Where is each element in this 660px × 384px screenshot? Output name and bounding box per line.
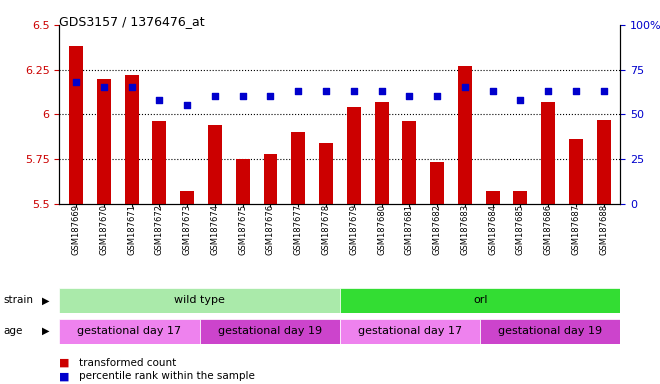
Text: GSM187681: GSM187681 <box>405 204 414 255</box>
Point <box>348 88 359 94</box>
Bar <box>199 319 340 344</box>
Bar <box>480 319 620 344</box>
Text: GSM187676: GSM187676 <box>266 204 275 255</box>
Text: strain: strain <box>3 295 33 306</box>
Point <box>487 88 498 94</box>
Text: GSM187678: GSM187678 <box>321 204 331 255</box>
Bar <box>152 121 166 204</box>
Point <box>376 88 387 94</box>
Text: GSM187672: GSM187672 <box>155 204 164 255</box>
Bar <box>340 288 620 313</box>
Bar <box>69 46 83 204</box>
Text: GSM187673: GSM187673 <box>183 204 191 255</box>
Point <box>432 93 442 99</box>
Point <box>71 79 81 85</box>
Point <box>210 93 220 99</box>
Point <box>293 88 304 94</box>
Point <box>238 93 248 99</box>
Bar <box>347 107 361 204</box>
Text: GDS3157 / 1376476_at: GDS3157 / 1376476_at <box>59 15 205 28</box>
Bar <box>430 162 444 204</box>
Bar <box>458 66 472 204</box>
Bar <box>486 191 500 204</box>
Bar <box>125 75 139 204</box>
Text: gestational day 17: gestational day 17 <box>77 326 182 336</box>
Bar <box>319 143 333 204</box>
Bar <box>180 191 194 204</box>
Bar <box>541 102 555 204</box>
Text: GSM187679: GSM187679 <box>349 204 358 255</box>
Bar <box>340 319 480 344</box>
Text: ▶: ▶ <box>42 326 49 336</box>
Text: GSM187684: GSM187684 <box>488 204 497 255</box>
Bar <box>403 121 416 204</box>
Text: ■: ■ <box>59 358 70 368</box>
Text: transformed count: transformed count <box>79 358 176 368</box>
Bar <box>59 288 340 313</box>
Text: GSM187683: GSM187683 <box>461 204 469 255</box>
Text: age: age <box>3 326 22 336</box>
Text: orl: orl <box>473 295 487 306</box>
Text: ■: ■ <box>59 371 70 381</box>
Bar <box>375 102 389 204</box>
Point <box>182 102 193 108</box>
Bar <box>569 139 583 204</box>
Point <box>154 97 164 103</box>
Text: GSM187671: GSM187671 <box>127 204 136 255</box>
Text: GSM187674: GSM187674 <box>211 204 219 255</box>
Text: percentile rank within the sample: percentile rank within the sample <box>79 371 255 381</box>
Text: GSM187677: GSM187677 <box>294 204 303 255</box>
Text: GSM187685: GSM187685 <box>516 204 525 255</box>
Point <box>515 97 526 103</box>
Bar <box>291 132 305 204</box>
Point <box>599 88 609 94</box>
Point <box>265 93 276 99</box>
Text: GSM187686: GSM187686 <box>544 204 552 255</box>
Text: GSM187688: GSM187688 <box>599 204 609 255</box>
Bar <box>208 125 222 204</box>
Point <box>404 93 414 99</box>
Text: GSM187682: GSM187682 <box>432 204 442 255</box>
Point <box>98 84 109 91</box>
Bar <box>513 191 527 204</box>
Text: gestational day 19: gestational day 19 <box>218 326 322 336</box>
Text: gestational day 17: gestational day 17 <box>358 326 462 336</box>
Point <box>126 84 137 91</box>
Bar <box>597 119 610 204</box>
Bar <box>236 159 249 204</box>
Point <box>543 88 554 94</box>
Text: gestational day 19: gestational day 19 <box>498 326 603 336</box>
Text: GSM187680: GSM187680 <box>377 204 386 255</box>
Bar <box>97 78 111 204</box>
Text: wild type: wild type <box>174 295 225 306</box>
Point <box>571 88 581 94</box>
Text: ▶: ▶ <box>42 295 49 306</box>
Text: GSM187669: GSM187669 <box>71 204 81 255</box>
Bar <box>263 154 277 204</box>
Point <box>459 84 470 91</box>
Point <box>321 88 331 94</box>
Bar <box>59 319 199 344</box>
Text: GSM187687: GSM187687 <box>572 204 580 255</box>
Text: GSM187675: GSM187675 <box>238 204 248 255</box>
Text: GSM187670: GSM187670 <box>100 204 108 255</box>
